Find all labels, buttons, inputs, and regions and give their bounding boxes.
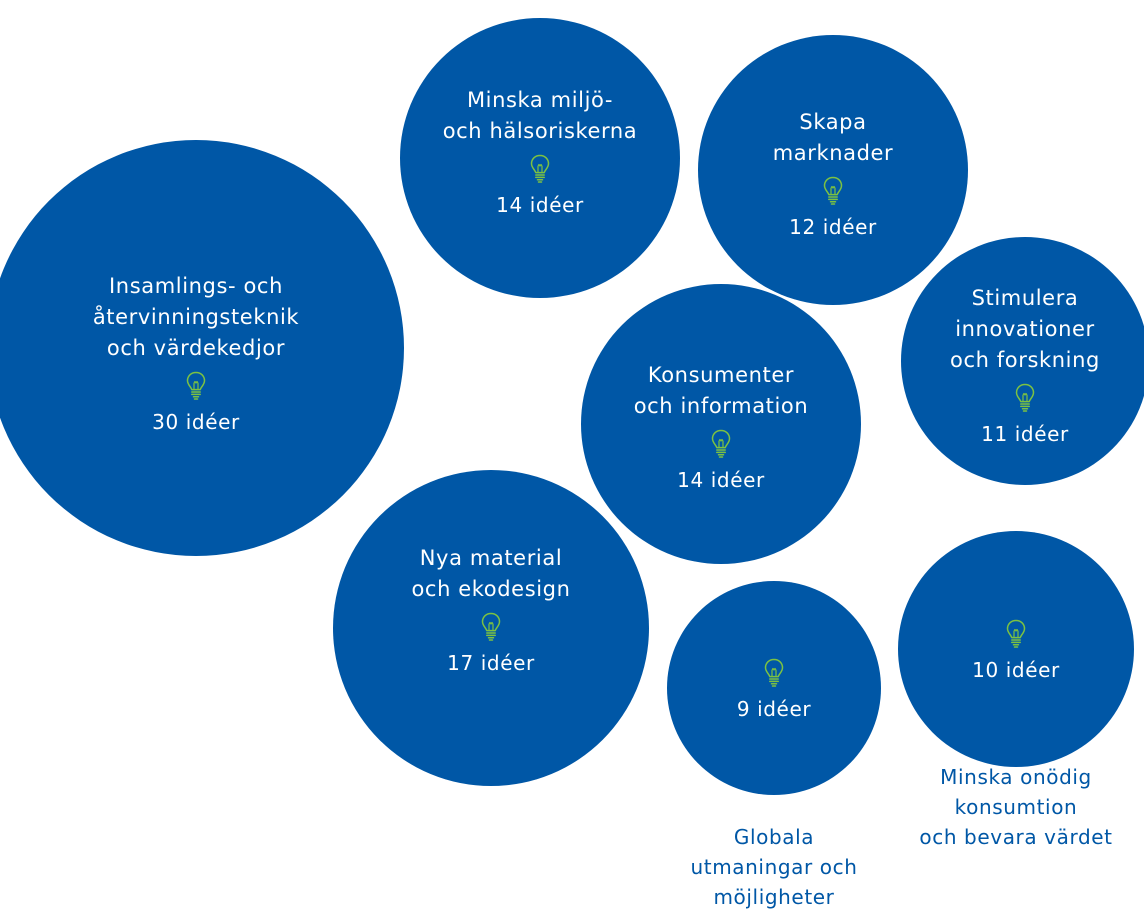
idea-count: 14 idéer [677, 467, 765, 492]
bubble-nya-material: Nya material och ekodesign 17 idéer [333, 470, 649, 786]
bubble-title-line: Nya material [419, 545, 563, 570]
bubble-title-line: och forskning [950, 348, 1100, 372]
label-line: konsumtion [954, 795, 1078, 819]
idea-count: 30 idéer [152, 410, 240, 434]
bubble-konsumenter: Konsumenter och information 14 idéer [581, 284, 861, 564]
lightbulb-icon [1006, 619, 1026, 648]
globala-label: Globala utmaningar och möjligheter [664, 822, 884, 912]
bubble-globala: 9 idéer [667, 581, 881, 795]
label-line: möjligheter [713, 885, 835, 909]
bubble-title-line: och värdekedjor [106, 336, 286, 360]
lightbulb-icon [186, 371, 206, 400]
bubble-miljo-halsa: Minska miljö- och hälsoriskerna 14 idéer [400, 18, 680, 298]
lightbulb-icon [823, 176, 843, 205]
lightbulb-icon [711, 429, 731, 458]
bubble-title-line: och ekodesign [411, 576, 571, 601]
bubble-onodig-konsumtion: 10 idéer [898, 531, 1134, 767]
idea-count: 11 idéer [981, 422, 1069, 446]
bubble-title-line: Stimulera [971, 286, 1079, 310]
label-line: och bevara värdet [919, 825, 1113, 849]
lightbulb-icon [481, 612, 501, 641]
idea-count: 17 idéer [447, 650, 535, 675]
bubble-title-line: och information [633, 393, 809, 418]
bubble-title-line: och hälsoriskerna [442, 118, 638, 143]
bubble-title-line: marknader [772, 140, 894, 165]
label-line: Minska onödig [940, 765, 1092, 789]
onodig-konsumtion-label: Minska onödig konsumtion och bevara värd… [904, 762, 1128, 852]
bubble-title-line: Minska miljö- [466, 87, 614, 112]
idea-count: 10 idéer [972, 658, 1060, 682]
bubble-title-line: innovationer [955, 317, 1095, 341]
bubble-insamling: Insamlings- och återvinningsteknik och v… [0, 140, 404, 556]
label-line: utmaningar och [690, 855, 858, 879]
bubble-title-line: återvinningsteknik [92, 305, 300, 329]
lightbulb-icon [1015, 383, 1035, 412]
bubble-title-line: Konsumenter [647, 362, 795, 387]
bubble-title-line: Skapa [799, 109, 867, 134]
bubble-title-line: Insamlings- och [109, 274, 283, 298]
lightbulb-icon [530, 154, 550, 183]
bubble-stimulera: Stimulera innovationer och forskning 11 … [901, 237, 1144, 485]
idea-count: 12 idéer [789, 214, 877, 239]
lightbulb-icon [764, 658, 784, 687]
idea-count: 9 idéer [736, 697, 812, 721]
idea-count: 14 idéer [496, 192, 584, 217]
bubble-skapa-marknader: Skapa marknader 12 idéer [698, 35, 968, 305]
label-line: Globala [733, 825, 815, 849]
